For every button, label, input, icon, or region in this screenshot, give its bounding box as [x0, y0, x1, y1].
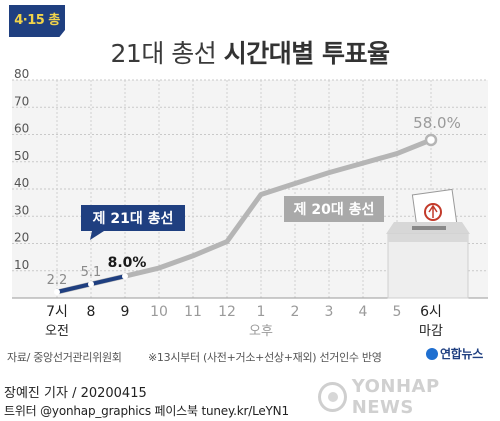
- title-bold: 시간대별 투표율: [223, 39, 390, 68]
- data-point: [54, 289, 60, 296]
- x-tick-label: 9: [121, 304, 130, 320]
- yonhap-watermark: YONHAP NEWS: [318, 376, 500, 418]
- x-tick-label: 8: [87, 304, 96, 320]
- x-tick-label: 7시: [46, 304, 68, 320]
- chart-title: 21대 총선 시간대별 투표율: [0, 34, 500, 70]
- callout-21st-pointer: [90, 231, 104, 240]
- title-light: 21대 총선: [110, 39, 217, 68]
- x-tick-label: 11: [184, 304, 202, 320]
- chart-callouts: 제 21대 총선 제 20대 총선: [81, 196, 384, 240]
- y-tick-label: 10: [14, 258, 29, 272]
- callout-20th-box: [284, 196, 384, 222]
- y-tick-label: 80: [14, 67, 29, 81]
- end-point-marker: [424, 133, 438, 147]
- data-label: 58.0%: [413, 114, 461, 132]
- logo-icon: [426, 348, 438, 360]
- election-badge: 4·15 총선: [9, 5, 65, 37]
- footer: 장예진 기자 / 20200415 트위터 @yonhap_graphics 페…: [0, 376, 500, 421]
- yonhap-logo: 연합뉴스: [426, 345, 483, 362]
- y-tick-label: 20: [14, 231, 29, 245]
- y-tick-label: 60: [14, 122, 29, 136]
- chart-series: 2.2 5.1 58.0% 8.0%: [47, 114, 461, 296]
- ballot-box-illustration: [386, 188, 470, 299]
- callout-20th-label: 제 20대 총선: [294, 202, 375, 218]
- ballot-box-band: [388, 234, 468, 242]
- x-tick-sublabel: 마감: [419, 324, 443, 339]
- ballot-stamp: [424, 203, 442, 221]
- watermark-icon: [318, 382, 347, 412]
- x-tick-label: 2: [291, 304, 300, 320]
- x-tick-sublabel: 오전: [45, 324, 69, 339]
- data-point: [88, 281, 94, 288]
- x-tick-label: 3: [325, 304, 334, 320]
- y-tick-label: 50: [14, 149, 29, 163]
- x-tick-sublabel: 오후: [249, 324, 273, 339]
- chart-card: 4·15 총선 21대 총선 시간대별 투표율 10 20 30 40 50 60 70 80…: [0, 5, 500, 364]
- social-byline: 트위터 @yonhap_graphics 페이스북 tuney.kr/LeYN1: [4, 404, 289, 418]
- x-tick-label: 6시: [420, 304, 442, 320]
- x-tick-label: 4: [359, 304, 368, 320]
- callout-21st-label: 제 21대 총선: [93, 211, 174, 227]
- note-text: ※13시부터 (사전+거소+선상+재외) 선거인수 반영: [148, 351, 382, 364]
- x-tick-label: 5: [393, 304, 402, 320]
- source-text: 자료/ 중앙선거관리위원회: [7, 351, 122, 364]
- x-tick-label: 1: [257, 304, 266, 320]
- data-label-current: 8.0%: [108, 255, 147, 271]
- y-tick-label: 70: [14, 94, 29, 108]
- ballot-stamp-mark: [428, 204, 438, 218]
- data-point: [122, 273, 128, 280]
- ballot-box-body: [387, 233, 469, 299]
- callout-21st-box: [81, 205, 185, 231]
- byline: 장예진 기자 / 20200415: [4, 386, 147, 401]
- data-label: 5.1: [81, 265, 102, 280]
- x-tick-label: 10: [150, 304, 168, 320]
- x-tick-label: 12: [218, 304, 236, 320]
- y-tick-label: 30: [14, 203, 29, 217]
- data-label: 2.2: [47, 273, 68, 288]
- y-tick-label: 40: [14, 176, 29, 190]
- ballot-box-slot: [412, 226, 446, 230]
